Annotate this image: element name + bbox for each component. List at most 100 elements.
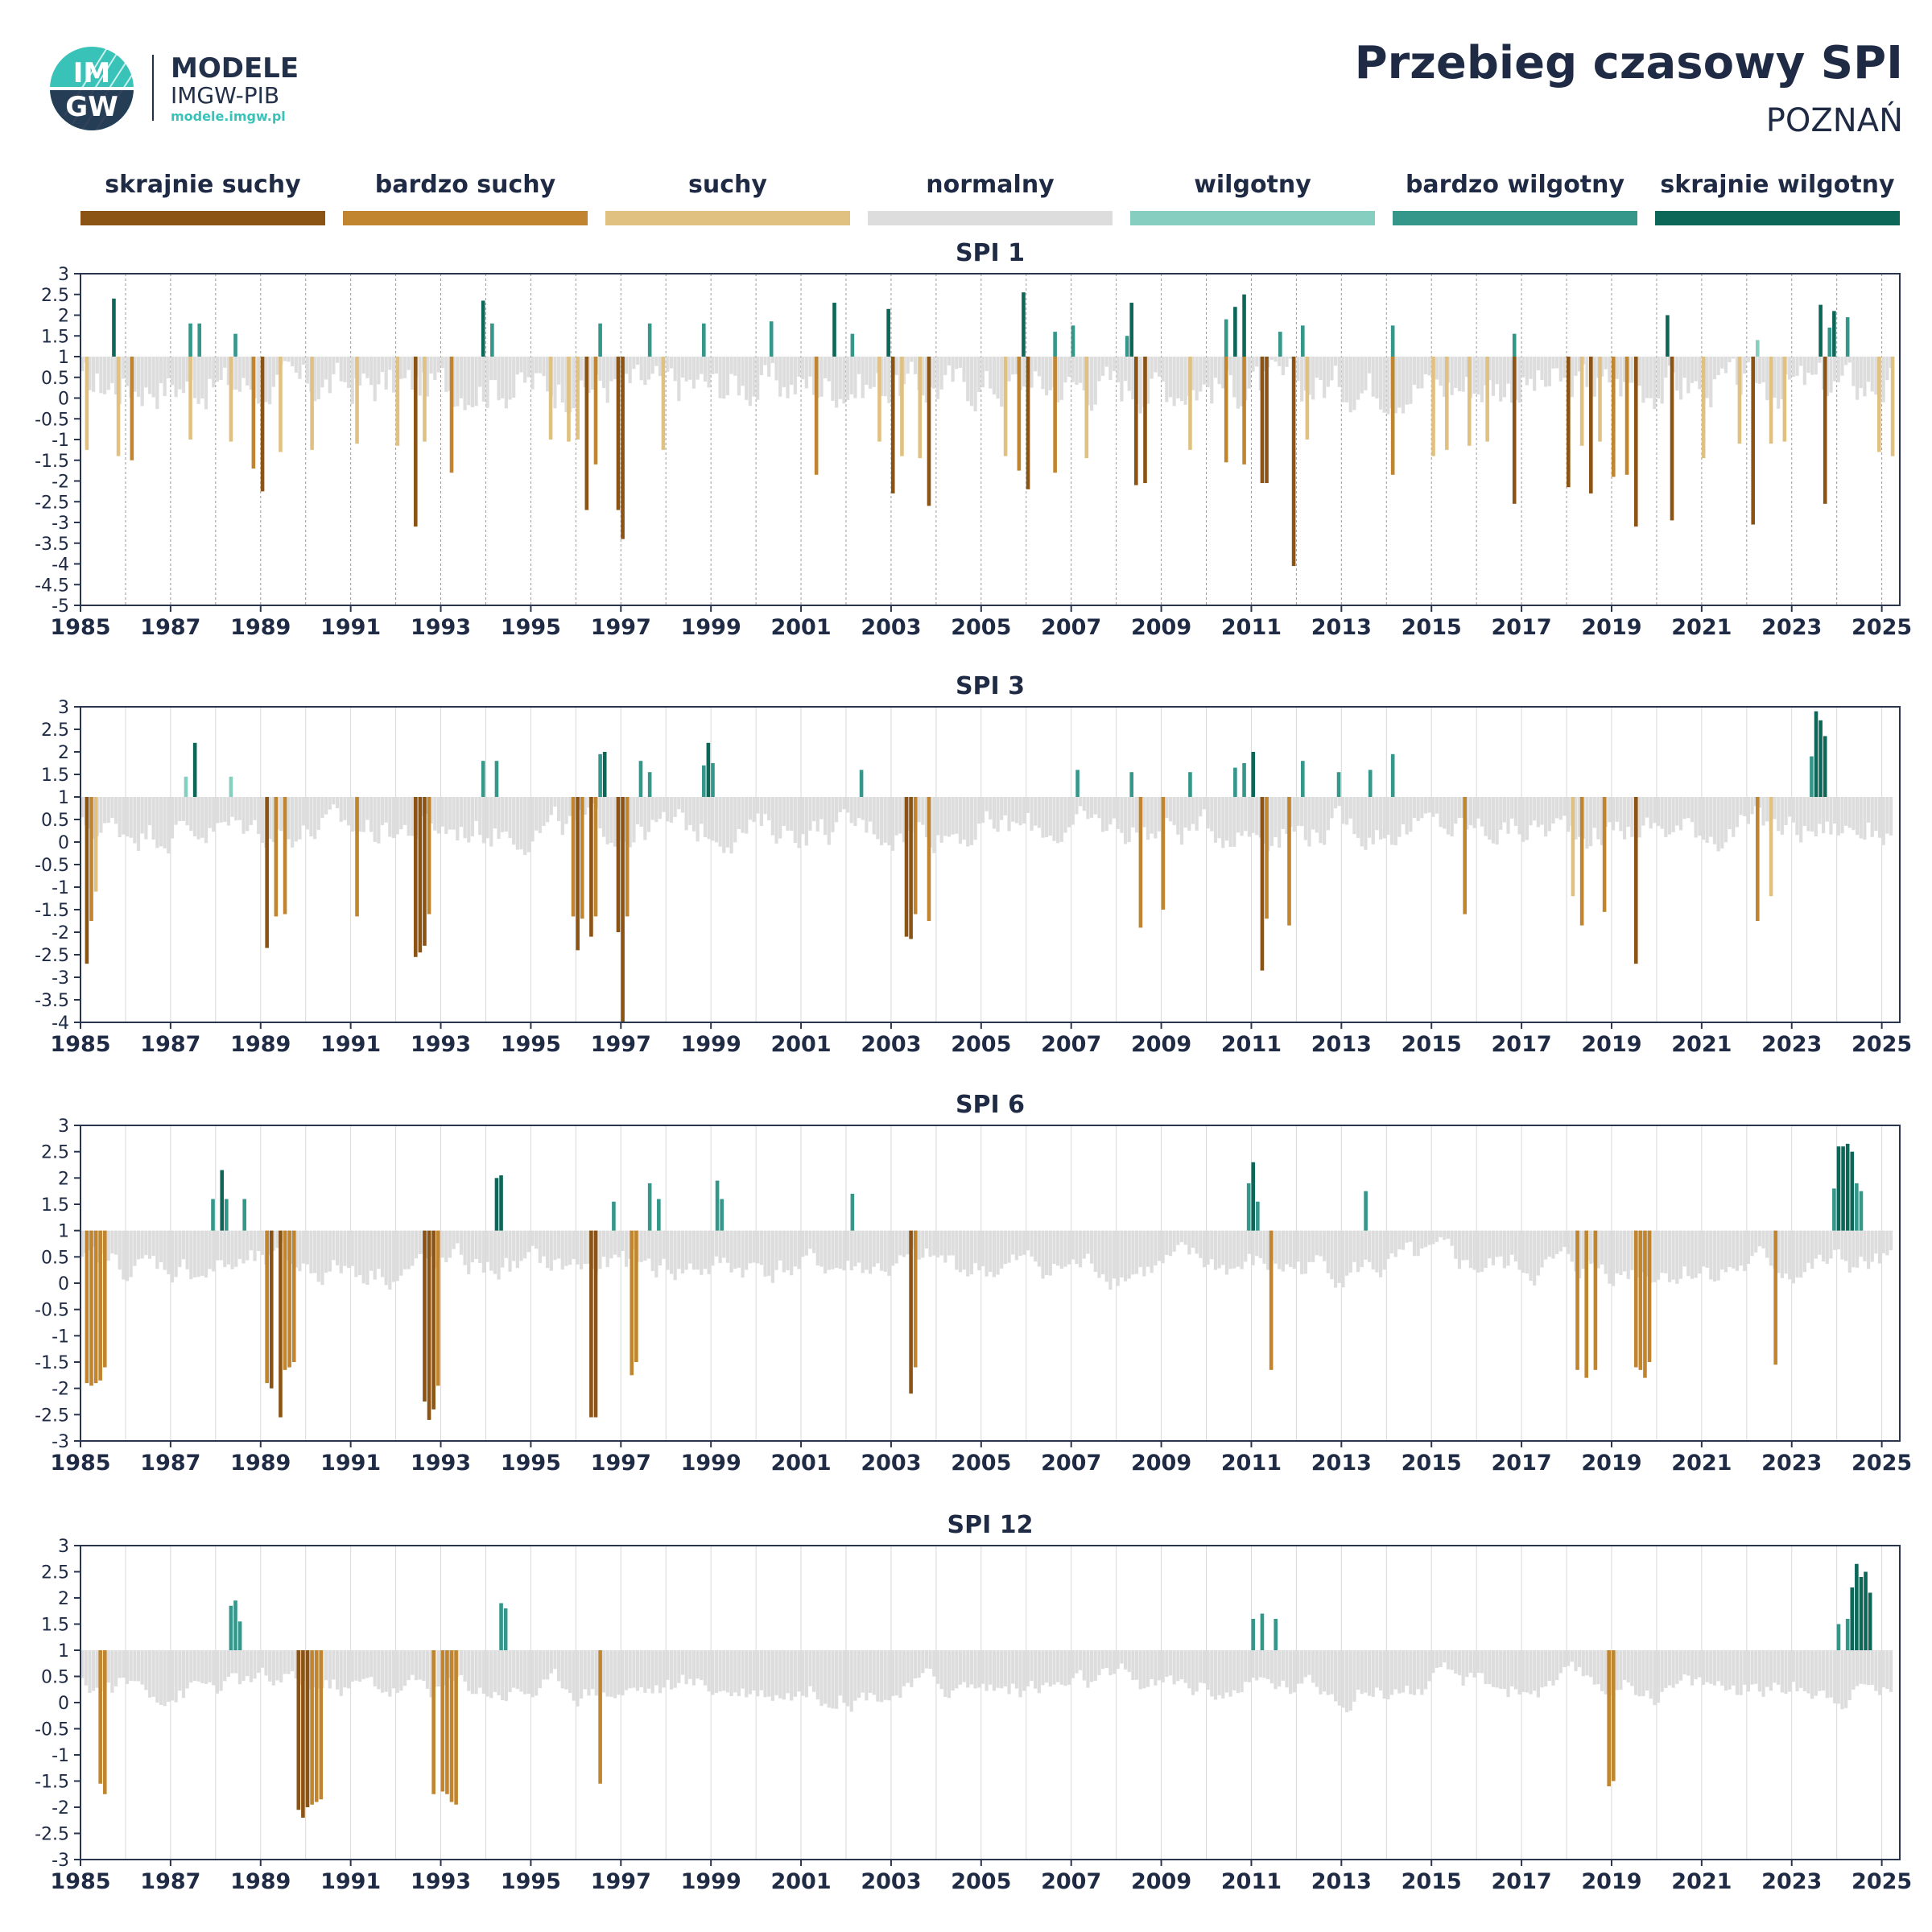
bar <box>1735 797 1740 828</box>
bar <box>309 797 313 837</box>
bar <box>411 1650 415 1675</box>
bar <box>1093 357 1097 405</box>
bar <box>1341 1650 1345 1708</box>
bar <box>427 1230 431 1420</box>
bar <box>1827 327 1832 357</box>
bar <box>1157 1650 1162 1681</box>
bar <box>373 1650 377 1686</box>
bar <box>824 1650 828 1704</box>
bar <box>264 357 268 402</box>
bar <box>759 1230 763 1265</box>
bar <box>1709 797 1713 837</box>
bar <box>857 357 861 374</box>
bar <box>939 797 943 843</box>
bar <box>413 797 418 957</box>
bar <box>1011 1650 1015 1684</box>
bar <box>1287 797 1291 926</box>
bar <box>373 357 377 402</box>
bar <box>1240 357 1244 407</box>
bar <box>350 797 354 832</box>
bar <box>1615 1230 1619 1274</box>
bar <box>332 1650 336 1680</box>
bar <box>91 357 96 392</box>
bar <box>275 1230 279 1249</box>
bar <box>549 1650 553 1674</box>
bar <box>718 357 722 398</box>
bar <box>1262 1230 1266 1264</box>
bar <box>1476 797 1480 819</box>
bar <box>1533 1650 1537 1691</box>
bar <box>530 797 535 842</box>
bar <box>835 797 839 823</box>
bar <box>1397 797 1402 837</box>
bar <box>188 323 192 357</box>
bar <box>444 1230 448 1263</box>
bar <box>268 357 272 405</box>
bar <box>271 1650 275 1686</box>
bar <box>593 797 598 917</box>
bar <box>110 797 114 819</box>
bar <box>324 797 328 815</box>
bar <box>1667 1230 1672 1282</box>
bar <box>725 1230 730 1263</box>
bar <box>91 797 96 840</box>
bar <box>391 1650 396 1689</box>
bar <box>1022 1230 1026 1255</box>
bar <box>643 1230 647 1261</box>
bar <box>714 357 719 374</box>
bar <box>339 1650 343 1696</box>
bar <box>1386 1230 1390 1260</box>
bar <box>1581 1650 1585 1677</box>
bar <box>1544 797 1548 837</box>
bar <box>1323 357 1327 398</box>
bar <box>1611 797 1616 831</box>
bar <box>1427 357 1431 376</box>
bar <box>861 1650 865 1693</box>
bar <box>1540 1230 1544 1268</box>
bar <box>1608 1230 1612 1284</box>
bar <box>305 797 309 830</box>
bar <box>324 1650 328 1681</box>
bar <box>1161 1650 1165 1682</box>
bar <box>497 1650 501 1695</box>
bar <box>1157 797 1162 832</box>
bar <box>819 797 824 819</box>
bar <box>1682 357 1686 378</box>
bar <box>265 797 269 948</box>
x-tick-label: 1997 <box>591 1032 651 1057</box>
bar <box>939 357 943 390</box>
bar <box>1555 1230 1559 1255</box>
x-tick-label: 2021 <box>1671 1032 1732 1057</box>
bar <box>590 1650 595 1690</box>
bar <box>756 1230 760 1264</box>
bar <box>1291 357 1296 567</box>
bar <box>1108 1650 1113 1675</box>
bar <box>294 1650 298 1678</box>
bar <box>116 357 121 456</box>
bar <box>1393 797 1397 846</box>
bar <box>1780 357 1784 399</box>
bar <box>564 1650 568 1690</box>
bar <box>1378 1650 1383 1690</box>
bar <box>1251 1619 1256 1650</box>
bar <box>1769 797 1773 897</box>
bar <box>1615 797 1619 822</box>
bar <box>501 1230 505 1268</box>
bar <box>1300 1230 1304 1274</box>
bar <box>677 797 681 810</box>
bar <box>733 357 737 376</box>
bar <box>91 1230 96 1247</box>
x-tick-label: 1999 <box>681 1032 741 1057</box>
bar <box>523 797 527 856</box>
bar <box>1397 1230 1402 1250</box>
bar <box>992 1230 996 1278</box>
x-tick-label: 2013 <box>1311 1032 1372 1057</box>
bar <box>1450 797 1454 836</box>
bar <box>283 357 287 361</box>
bar <box>1311 357 1315 400</box>
bar <box>174 1650 178 1703</box>
bar <box>1409 1230 1413 1242</box>
bar <box>632 1650 636 1688</box>
bar <box>1624 357 1629 475</box>
bar <box>1465 357 1469 378</box>
